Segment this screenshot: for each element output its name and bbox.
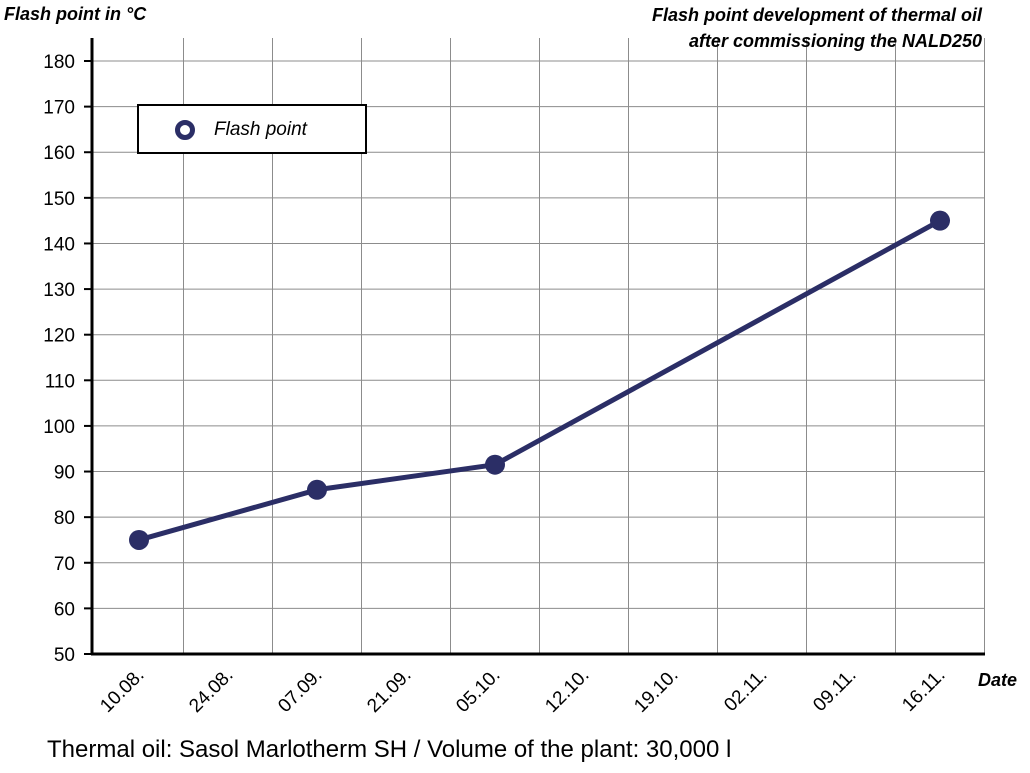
y-tick-label-180: 180	[43, 52, 75, 73]
x-tick-label-2: 07.09.	[274, 665, 326, 717]
caption: Thermal oil: Sasol Marlotherm SH / Volum…	[47, 736, 732, 763]
x-tick-label-6: 19.10.	[630, 665, 682, 717]
x-tick-label-7: 02.11.	[720, 665, 771, 716]
legend-entry-flash-point: Flash point	[214, 119, 307, 140]
data-point-2	[485, 454, 505, 475]
y-tick-label-100: 100	[43, 417, 75, 438]
y-tick-label-70: 70	[54, 554, 75, 575]
data-point-0	[129, 529, 149, 550]
x-tick-label-4: 05.10.	[452, 665, 504, 717]
axes	[84, 38, 985, 656]
legend-marker-icon	[175, 120, 195, 140]
x-tick-labels: 10.08. 24.08. 07.09. 21.09. 05.10. 12.10. 19.1…	[96, 665, 949, 717]
chart-title: Flash point development of thermal oil a…	[652, 2, 982, 54]
x-tick-label-9: 16.11.	[898, 665, 949, 716]
y-tick-label-80: 80	[54, 508, 75, 529]
y-tick-label-110: 110	[45, 371, 75, 392]
x-tick-label-8: 09.11.	[809, 665, 860, 716]
y-tick-label-160: 160	[43, 143, 75, 164]
x-tick-label-3: 21.09.	[363, 665, 415, 717]
y-tick-label-130: 130	[43, 280, 75, 301]
y-tick-label-150: 150	[43, 189, 75, 210]
series-line-0	[138, 218, 942, 543]
chart-title-line-2: after commissioning the NALD250	[688, 31, 982, 51]
x-axis-label: Date	[978, 670, 1018, 690]
y-axis-label: Flash point in °C	[4, 4, 147, 24]
y-tick-label-90: 90	[54, 463, 75, 484]
chart-title-line-1: Flash point development of thermal oil	[651, 5, 982, 25]
series-flash-point	[129, 210, 950, 550]
data-point-3	[930, 210, 950, 231]
x-tick-label-1: 24.08.	[185, 665, 237, 717]
y-tick-label-60: 60	[54, 599, 75, 620]
x-tick-label-0: 10.08.	[96, 665, 148, 717]
x-tick-label-5: 12.10.	[541, 665, 593, 717]
y-tick-labels: 50 60 70 80 90 100 110 120 130 140 150 160 170 180	[43, 52, 75, 666]
y-tick-label-170: 170	[43, 98, 75, 119]
y-tick-label-140: 140	[43, 234, 75, 255]
data-point-1	[307, 479, 327, 500]
y-tick-label-120: 120	[43, 326, 75, 347]
y-tick-label-50: 50	[54, 645, 75, 666]
legend: Flash point	[137, 104, 367, 154]
